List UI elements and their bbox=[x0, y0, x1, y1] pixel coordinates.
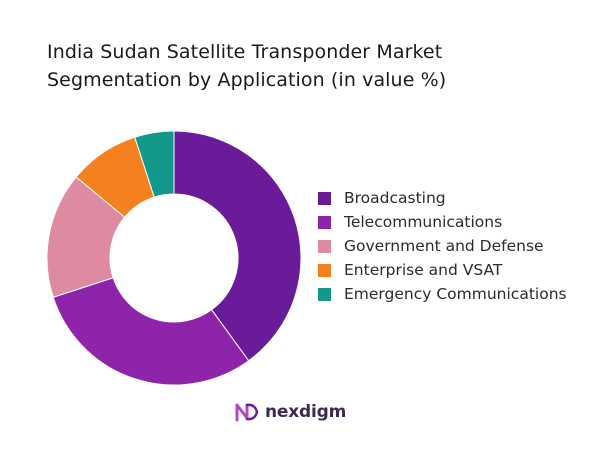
legend-item-telecommunications: Telecommunications bbox=[318, 210, 598, 234]
brand-name: nexdigm bbox=[265, 402, 347, 422]
legend-item-government-defense: Government and Defense bbox=[318, 234, 598, 258]
chart-title: India Sudan Satellite Transponder Market… bbox=[47, 38, 567, 94]
chart-title-line-2: Segmentation by Application (in value %) bbox=[47, 69, 447, 91]
legend-label: Government and Defense bbox=[344, 237, 544, 255]
legend-swatch bbox=[318, 264, 331, 277]
legend-label: Emergency Communications bbox=[344, 285, 567, 303]
nexdigm-logo-icon bbox=[235, 403, 259, 422]
legend-item-broadcasting: Broadcasting bbox=[318, 186, 598, 210]
chart-legend: Broadcasting Telecommunications Governme… bbox=[318, 186, 598, 306]
legend-label: Broadcasting bbox=[344, 189, 446, 207]
legend-label: Telecommunications bbox=[344, 213, 503, 231]
donut-chart bbox=[46, 130, 302, 386]
legend-swatch bbox=[318, 288, 331, 301]
donut-slice-emergency-communications bbox=[134, 130, 175, 198]
legend-swatch bbox=[318, 240, 331, 253]
donut-slice-telecommunications bbox=[52, 277, 250, 386]
chart-title-line-1: India Sudan Satellite Transponder Market bbox=[47, 41, 443, 63]
brand-logo: nexdigm bbox=[234, 401, 346, 423]
legend-swatch bbox=[318, 192, 331, 205]
legend-item-emergency-communications: Emergency Communications bbox=[318, 282, 598, 306]
donut-slice-broadcasting bbox=[173, 130, 302, 362]
legend-label: Enterprise and VSAT bbox=[344, 261, 503, 279]
legend-item-enterprise-vsat: Enterprise and VSAT bbox=[318, 258, 598, 282]
legend-swatch bbox=[318, 216, 331, 229]
